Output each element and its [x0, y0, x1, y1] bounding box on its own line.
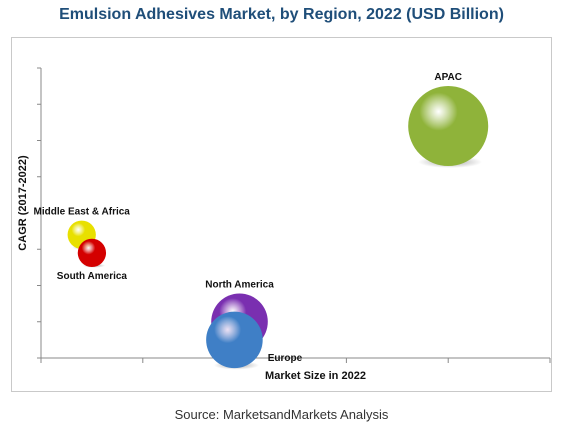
south-america-bubble: [77, 238, 107, 268]
apac-label: APAC: [434, 72, 462, 83]
x-axis-label: Market Size in 2022: [265, 370, 366, 382]
middle-east-africa-label: Middle East & Africa: [34, 207, 131, 218]
source-note: Source: MarketsandMarkets Analysis: [174, 407, 389, 422]
north-america-label: North America: [205, 279, 274, 290]
y-axis-label: CAGR (2017-2022): [17, 155, 29, 251]
europe-label: Europe: [268, 353, 303, 364]
europe-bubble: [206, 311, 263, 369]
apac-bubble: [408, 86, 489, 166]
chart-title: Emulsion Adhesives Market, by Region, 20…: [59, 6, 504, 23]
south-america-label: South America: [57, 271, 128, 282]
